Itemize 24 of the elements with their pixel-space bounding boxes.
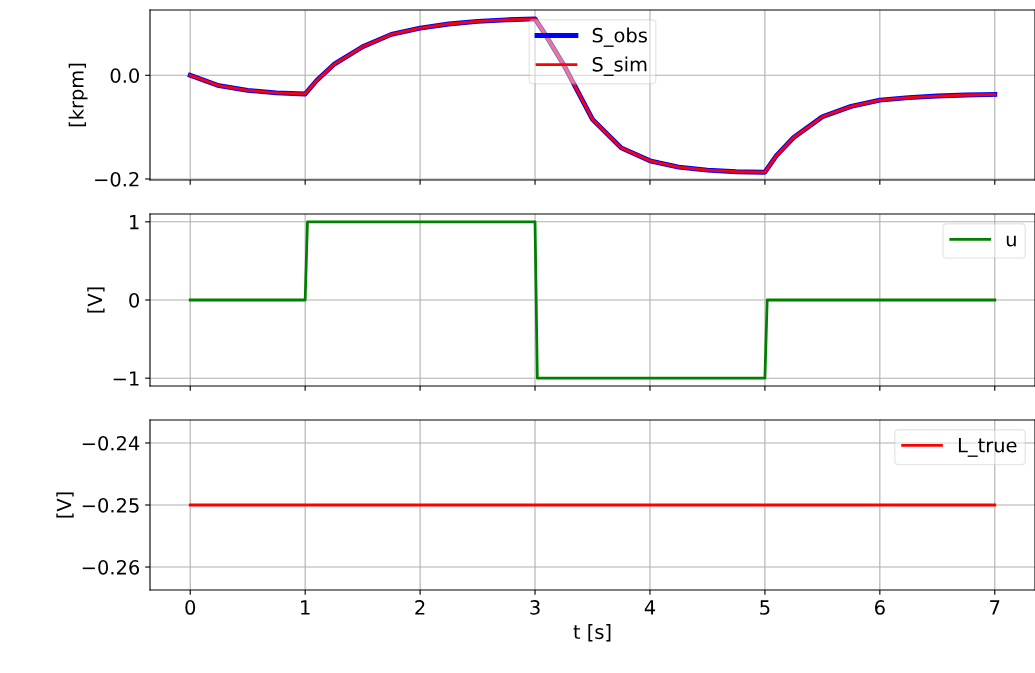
- legend-label: S_sim: [592, 56, 647, 76]
- x-tick-label: 7: [990, 600, 1000, 615]
- y-axis-title: [krpm]: [68, 63, 88, 127]
- x-tick-label: 2: [415, 600, 425, 615]
- y-axis-title: [V]: [56, 492, 74, 518]
- x-tick-label: 1: [301, 600, 310, 615]
- y-tick-label: 1: [130, 215, 139, 230]
- x-tick-label: 0: [185, 600, 196, 615]
- x-tick-label: 6: [875, 600, 885, 615]
- y-tick-label: −0.26: [82, 560, 140, 575]
- legend-label: S_obs: [592, 27, 647, 47]
- y-axis-title: [V]: [87, 287, 105, 313]
- y-tick-label: −0.2: [95, 171, 139, 187]
- x-tick-label: 3: [530, 600, 540, 615]
- y-tick-label: 0: [129, 292, 139, 308]
- legend-label: L_true: [958, 438, 1017, 457]
- legend-label: u: [1006, 235, 1016, 247]
- x-axis-title: t [s]: [573, 624, 611, 642]
- x-tick-label: 4: [644, 600, 656, 615]
- x-tick-label: 5: [760, 600, 770, 615]
- y-tick-label: 0.0: [110, 68, 139, 83]
- y-tick-label: −0.25: [82, 497, 139, 513]
- y-tick-label: −0.24: [82, 435, 140, 451]
- y-tick-label: −1: [113, 371, 139, 386]
